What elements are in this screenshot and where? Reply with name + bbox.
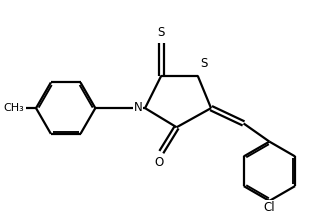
Text: CH₃: CH₃ <box>4 103 24 113</box>
Text: N: N <box>133 101 142 114</box>
Text: O: O <box>155 156 164 169</box>
Text: S: S <box>201 57 208 70</box>
Text: S: S <box>158 26 165 39</box>
Text: Cl: Cl <box>264 201 275 214</box>
